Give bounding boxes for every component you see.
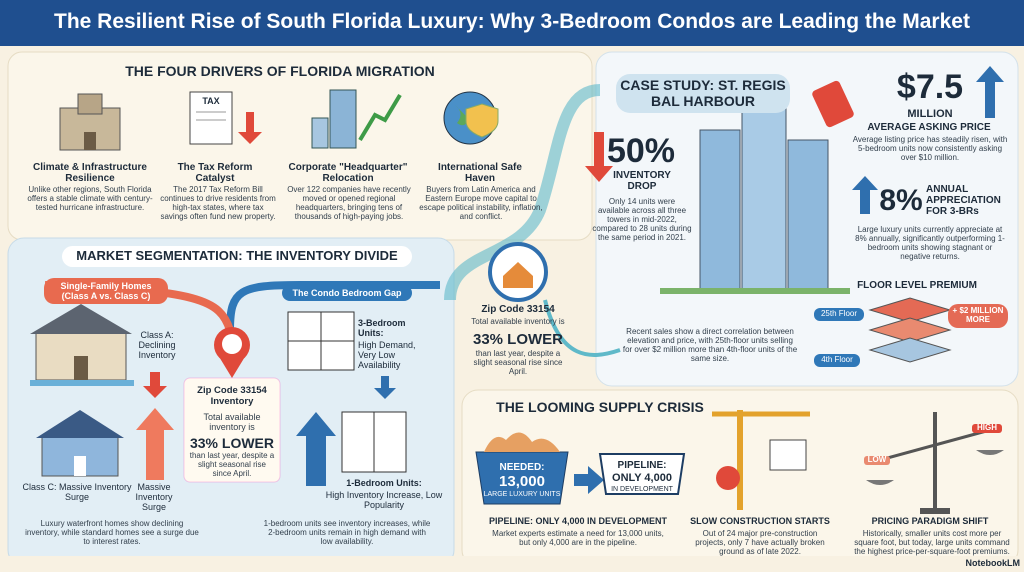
- zip-intro: Total available inventory is: [203, 412, 261, 433]
- down-arrow-blue: [374, 376, 396, 399]
- appreciation-label: ANNUAL APPRECIATION FOR 3-BRs: [926, 184, 1001, 218]
- condo-note: 1-bedroom units see inventory increases,…: [263, 519, 431, 546]
- floor-top: 25th Floor: [814, 308, 864, 321]
- appreciation-arrow: [852, 176, 878, 214]
- tax-label: TAX: [202, 96, 220, 106]
- tax-icon: [189, 91, 262, 145]
- driver-title: International Safe Haven: [438, 162, 522, 185]
- price-label: AVERAGE ASKING PRICE: [867, 122, 991, 133]
- floor-text: Recent sales show a direct correlation b…: [622, 327, 798, 363]
- one-br-text: High Inventory Increase, Low Popularity: [325, 490, 443, 511]
- class-a-house: [30, 304, 134, 386]
- class-a: Class A: Declining Inventory: [138, 330, 176, 361]
- zip-highlight: 33% LOWER: [472, 331, 563, 348]
- zip-intro: Total available inventory is: [471, 317, 565, 326]
- pipeline-label: PIPELINE:: [617, 460, 667, 471]
- price-figure: $7.5: [896, 68, 964, 106]
- driver-text: The 2017 Tax Reform Bill continues to dr…: [160, 185, 276, 221]
- scale-icon: [866, 412, 1004, 514]
- driver-title: Climate & Infrastructure Resilience: [33, 162, 147, 185]
- scale-low: LOW: [864, 455, 890, 465]
- footer-strip: [0, 556, 1024, 572]
- appreciation-figure: 8%: [879, 184, 923, 217]
- castle-icon: [59, 93, 121, 151]
- needed-unit: LARGE LUXURY UNITS: [483, 491, 561, 498]
- floor-title: FLOOR LEVEL PREMIUM: [857, 280, 977, 291]
- supply-item-title: PIPELINE: ONLY 4,000 IN DEVELOPMENT: [488, 516, 668, 526]
- class-c: Class C: Massive Inventory Surge: [22, 482, 132, 503]
- driver-text: Buyers from Latin America and Eastern Eu…: [419, 185, 543, 221]
- driver-text: Over 122 companies have recently moved o…: [287, 185, 411, 221]
- section-title: MARKET SEGMENTATION: THE INVENTORY DIVID…: [62, 246, 412, 267]
- driver-text: Unlike other regions, South Florida offe…: [27, 185, 153, 212]
- down-arrow: [143, 372, 167, 398]
- crane-icon: [712, 410, 810, 510]
- price-text: Average listing price has steadily risen…: [852, 135, 1008, 162]
- needed-label: NEEDED:: [499, 462, 545, 473]
- section-title: THE FOUR DRIVERS OF FLORIDA MIGRATION: [125, 63, 435, 79]
- pipeline-bucket: [598, 453, 686, 495]
- floor-premium: + $2 MILLION MORE: [948, 304, 1008, 328]
- home-note: Luxury waterfront homes show declining i…: [25, 519, 199, 546]
- price-tag: [812, 80, 854, 128]
- supply-item-title: PRICING PARADIGM SHIFT: [871, 516, 989, 526]
- pipeline-figure: ONLY 4,000: [612, 472, 672, 484]
- inventory-figure: 50%: [606, 132, 676, 170]
- home-label: Single-Family Homes (Class A vs. Class C…: [44, 278, 168, 305]
- driver-title: Corporate "Headquarter" Relocation: [288, 162, 408, 185]
- up-arrow-blue: [296, 412, 336, 486]
- building-icon: [311, 89, 402, 149]
- pin-icon: [214, 327, 250, 378]
- zip-detail: than last year, despite a slight seasona…: [189, 451, 275, 478]
- appreciation-text: Large luxury units currently appreciate …: [855, 225, 1005, 261]
- zip-card: [183, 377, 281, 483]
- inventory-label: INVENTORY DROP: [613, 170, 671, 193]
- footer-brand: NotebookLM: [965, 558, 1021, 568]
- floorplan-1br: [341, 411, 407, 473]
- up-arrow: [136, 408, 174, 480]
- page-title: The Resilient Rise of South Florida Luxu…: [54, 10, 970, 33]
- three-br-text: High Demand, Very Low Availability: [358, 340, 416, 371]
- towers: [660, 101, 850, 294]
- inventory-text: Only 14 units were available across all …: [592, 197, 692, 242]
- one-br-title: 1-Bedroom Units:: [346, 478, 422, 488]
- case-title: CASE STUDY: ST. REGIS BAL HARBOUR: [616, 74, 790, 114]
- sand: [484, 432, 560, 452]
- price-unit: MILLION: [907, 108, 953, 120]
- drop-arrow: [585, 132, 613, 182]
- section-title: THE LOOMING SUPPLY CRISIS: [496, 399, 704, 415]
- connector: [444, 84, 601, 301]
- floor-layers: [868, 297, 952, 363]
- needed-figure: 13,000: [499, 473, 545, 490]
- globe-icon: [443, 91, 499, 145]
- condo-label: The Condo Bedroom Gap: [282, 285, 412, 302]
- zip-title: Zip Code 33154 Inventory: [197, 385, 267, 407]
- header-bar: [0, 0, 1024, 46]
- scale-high: HIGH: [972, 423, 1002, 433]
- three-br-title: 3-Bedroom Units:: [358, 318, 406, 339]
- surge-label: Massive Inventory Surge: [135, 482, 173, 513]
- supply-arrow: [574, 466, 604, 494]
- zip-highlight: 33% LOWER: [189, 435, 274, 451]
- supply-item-title: SLOW CONSTRUCTION STARTS: [690, 516, 830, 526]
- floorplan-3br: [287, 311, 355, 371]
- floor-bottom: 4th Floor: [814, 354, 860, 367]
- supply-item-text: Historically, smaller units cost more pe…: [854, 529, 1010, 556]
- class-c-house: [36, 410, 124, 477]
- house-shape: [503, 262, 533, 288]
- price-arrow: [976, 66, 1004, 118]
- supply-item-text: Market experts estimate a need for 13,00…: [492, 529, 664, 547]
- zip-title: Zip Code 33154: [481, 304, 555, 315]
- zip-detail: than last year, despite a slight seasona…: [473, 349, 563, 376]
- supply-item-text: Out of 24 major pre-construction project…: [695, 529, 825, 556]
- pipeline-unit: IN DEVELOPMENT: [611, 486, 673, 493]
- floor-connector: [543, 299, 621, 357]
- driver-title: The Tax Reform Catalyst: [177, 162, 253, 185]
